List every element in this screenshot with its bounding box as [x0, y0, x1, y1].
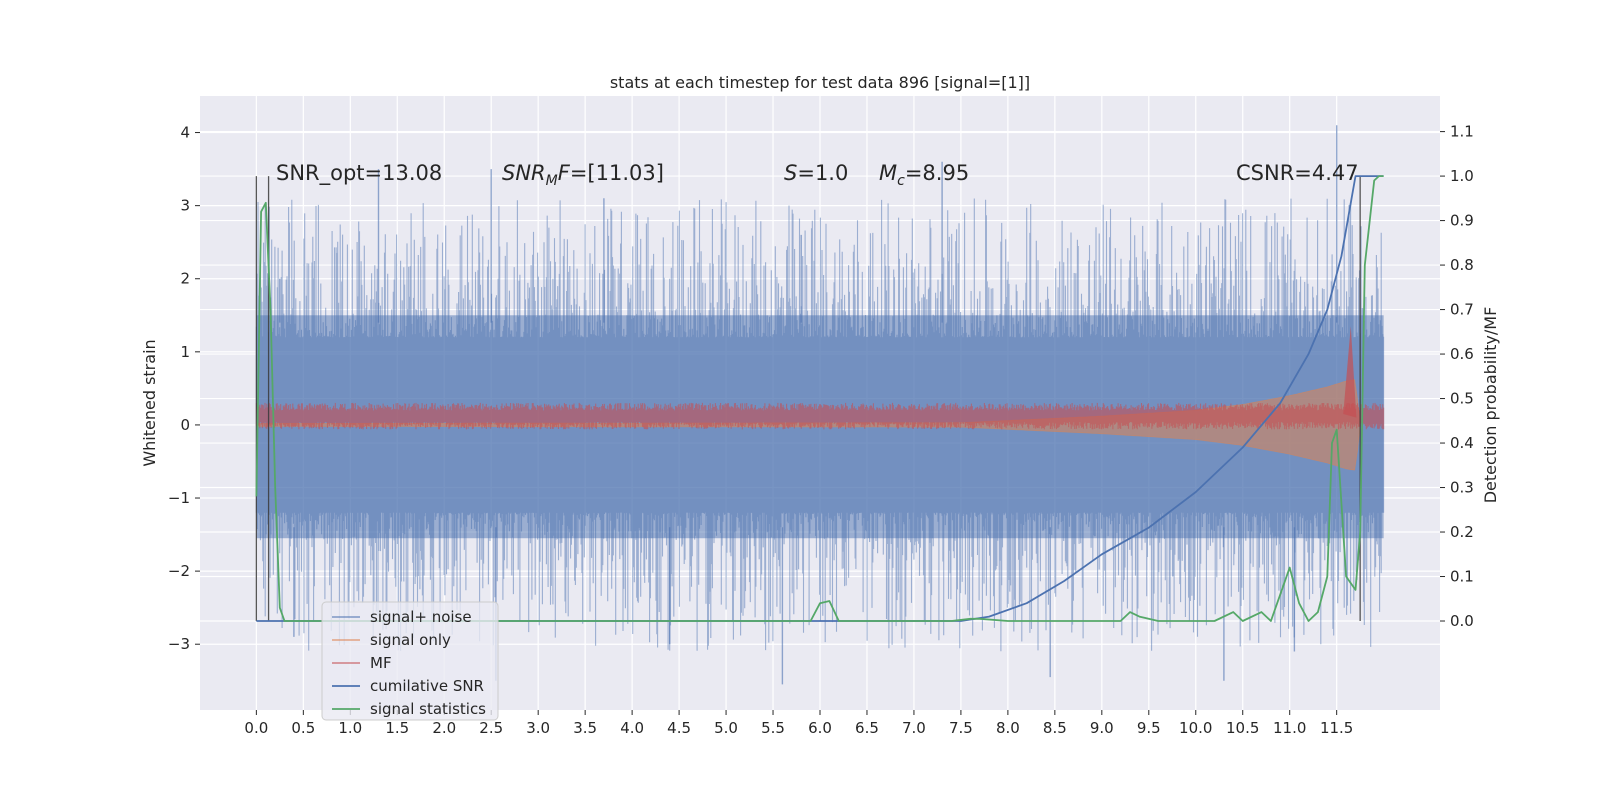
series-signal-statistics — [255, 175, 1384, 622]
x-tick-label: 8.5 — [1043, 719, 1067, 737]
x-tick-label: 6.5 — [855, 719, 879, 737]
legend-label: signal only — [370, 631, 451, 649]
y-tick-label-right: 1.1 — [1450, 123, 1474, 141]
signal-plus-noise-extremes — [279, 125, 1338, 685]
x-tick-label: 7.0 — [902, 719, 926, 737]
y-tick-label-left: 1 — [180, 343, 190, 361]
x-tick-label: 10.5 — [1226, 719, 1259, 737]
x-tick-label: 4.5 — [667, 719, 691, 737]
y-tick-label-right: 0.7 — [1450, 301, 1474, 319]
series-cumulative-snr — [256, 175, 1384, 622]
legend-label: MF — [370, 654, 392, 672]
y-tick-label-right: 0.9 — [1450, 212, 1474, 230]
x-tick-label: 9.5 — [1137, 719, 1161, 737]
mf-peak — [1343, 326, 1357, 418]
x-tick-label: 11.0 — [1273, 719, 1306, 737]
annotation-snr-mf: SNRMF=[11.03] — [502, 161, 664, 189]
chart-title: stats at each timestep for test data 896… — [610, 73, 1030, 92]
x-tick-label: 10.0 — [1179, 719, 1212, 737]
x-tick-label: 6.0 — [808, 719, 832, 737]
y-tick-label-right: 0.3 — [1450, 479, 1474, 497]
y-tick-label-left: 3 — [180, 197, 190, 215]
x-tick-label: 4.0 — [620, 719, 644, 737]
x-tick-label: 1.0 — [338, 719, 362, 737]
legend-label: signal+ noise — [370, 608, 472, 626]
annotation-s: S=1.0 — [784, 161, 848, 185]
x-tick-label: 7.5 — [949, 719, 973, 737]
y-tick-label-left: −2 — [168, 562, 190, 580]
x-tick-label: 2.0 — [432, 719, 456, 737]
y-axis-label-right: Detection probability/MF — [1481, 307, 1500, 504]
x-tick-label: 5.5 — [761, 719, 785, 737]
y-tick-label-right: 0.2 — [1450, 523, 1474, 541]
annotation-snr-opt: SNR_opt=13.08 — [276, 161, 442, 186]
y-tick-label-left: 0 — [180, 416, 190, 434]
y-tick-label-left: 4 — [180, 124, 190, 142]
x-tick-label: 0.0 — [244, 719, 268, 737]
x-tick-label: 3.5 — [573, 719, 597, 737]
y-tick-label-left: −1 — [168, 489, 190, 507]
x-tick-label: 8.0 — [996, 719, 1020, 737]
y-tick-label-right: 0.1 — [1450, 568, 1474, 586]
legend-box — [321, 601, 499, 721]
axes: 0.0 0.5 1.0 1.5 2.0 2.5 3.0 3.5 4.0 4.5 5.0 5.5 6.0 6… — [168, 123, 1474, 737]
y-tick-label-right: 1.0 — [1450, 167, 1474, 185]
y-tick-label-left: 2 — [180, 270, 190, 288]
x-tick-label: 0.5 — [291, 719, 315, 737]
x-tick-label: 5.0 — [714, 719, 738, 737]
y-axis-label-left: Whitened strain — [140, 339, 159, 466]
y-tick-label-right: 0.0 — [1450, 612, 1474, 630]
x-tick-label: 9.0 — [1090, 719, 1114, 737]
x-tick-label: 1.5 — [385, 719, 409, 737]
legend-label: signal statistics — [370, 700, 486, 718]
annotations: SNR_opt=13.08 SNRMF=[11.03] S=1.0 Mc=8.95 CS… — [276, 161, 1359, 189]
y-tick-label-right: 0.8 — [1450, 256, 1474, 274]
data-layer — [255, 125, 1385, 685]
x-tick-label: 11.5 — [1320, 719, 1353, 737]
y-tick-label-left: −3 — [168, 635, 190, 653]
annotation-mc: Mc=8.95 — [879, 161, 969, 189]
x-tick-label: 2.5 — [479, 719, 503, 737]
legend-label: cumilative SNR — [370, 677, 484, 695]
legend: signal+ noise signal only MF cumilative SNR… — [321, 601, 499, 721]
annotation-csnr: CSNR=4.47 — [1236, 161, 1359, 185]
x-tick-label: 3.0 — [526, 719, 550, 737]
y-tick-label-right: 0.4 — [1450, 434, 1474, 452]
y-tick-label-right: 0.6 — [1450, 345, 1474, 363]
y-tick-label-right: 0.5 — [1450, 390, 1474, 408]
